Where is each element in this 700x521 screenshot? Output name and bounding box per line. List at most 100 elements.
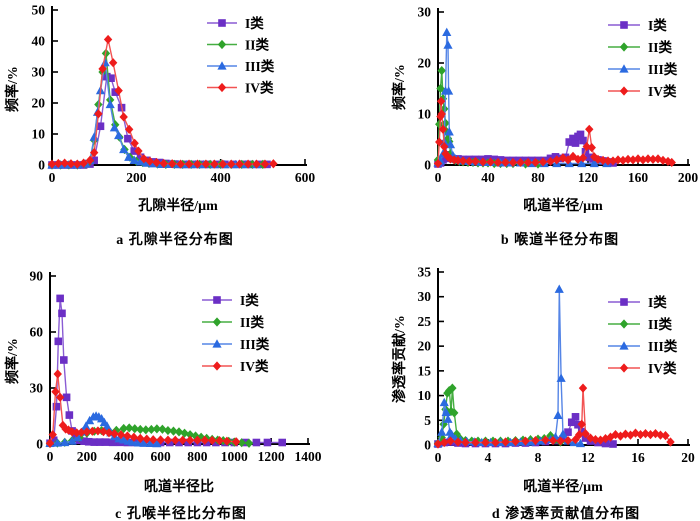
x-axis-label-c: 吼道半径比 [144, 480, 214, 495]
legend-label: II类 [648, 39, 673, 55]
y-tick-label: 10 [32, 127, 46, 142]
legend-item-I类: I类 [608, 17, 667, 33]
marker-diamond [210, 159, 219, 169]
marker-diamond [124, 124, 134, 134]
marker-diamond [104, 428, 114, 438]
marker-diamond [103, 34, 113, 45]
marker-diamond [114, 86, 123, 96]
marker-diamond [648, 154, 658, 164]
marker-square [263, 438, 272, 447]
marker-triangle [619, 341, 629, 350]
legend-label: IV类 [245, 80, 274, 96]
marker-diamond [136, 433, 145, 443]
y-tick-label: 0 [424, 438, 431, 453]
x-axis-label-a: 孔隙半径/μm [138, 199, 218, 214]
marker-diamond [185, 435, 195, 445]
ticks-d: 0 5 10 15 20 25 30 35 0 4 8 12 16 20 [418, 265, 696, 466]
marker-triangle [105, 99, 115, 109]
marker-triangle [139, 438, 149, 447]
marker-diamond [666, 437, 675, 447]
marker-diamond [516, 157, 525, 168]
marker-diamond [523, 157, 533, 168]
x-tick-label: 1400 [295, 449, 322, 464]
marker-square [95, 438, 104, 446]
marker-diamond [445, 386, 454, 396]
marker-diamond [643, 154, 653, 164]
marker-diamond [448, 383, 457, 393]
x-tick-label: 200 [678, 170, 699, 185]
marker-diamond [433, 439, 443, 449]
marker-square [278, 438, 286, 447]
marker-square [52, 402, 61, 411]
marker-square [60, 356, 68, 364]
marker-diamond [436, 96, 446, 106]
marker-square [62, 393, 71, 402]
marker-diamond [578, 383, 588, 393]
marker-diamond [587, 143, 596, 153]
marker-triangle [119, 144, 129, 154]
marker-diamond [623, 154, 633, 164]
marker-diamond [159, 158, 168, 169]
marker-diamond [231, 437, 241, 447]
legend-item-IV类: IV类 [202, 358, 269, 374]
legend-d: I类 II类 III类 IV类 [608, 294, 678, 376]
marker-diamond [48, 430, 57, 440]
legend-item-III类: III类 [207, 58, 275, 74]
marker-square [49, 436, 58, 445]
marker-triangle [556, 373, 566, 382]
series-line [52, 75, 267, 166]
marker-diamond [548, 435, 558, 446]
legend-label: IV类 [648, 83, 677, 99]
y-tick-label: 0 [424, 158, 431, 173]
marker-diamond [125, 423, 134, 433]
series-a-I类 [48, 72, 271, 169]
marker-triangle [152, 438, 162, 448]
marker-triangle [135, 157, 146, 166]
marker-diamond [493, 157, 503, 168]
y-tick-label: 15 [418, 363, 432, 378]
legend-label: I类 [245, 15, 264, 31]
marker-diamond [437, 66, 446, 76]
y-tick-label: 50 [32, 3, 46, 18]
marker-diamond [167, 159, 177, 169]
marker-square [124, 134, 132, 143]
marker-triangle [73, 432, 83, 442]
y-axis-label-b: 频率/% [393, 64, 408, 110]
marker-square [252, 438, 261, 447]
marker-triangle [100, 57, 110, 67]
ticks-a: 0 10 20 30 40 50 0 200 400 600 [32, 3, 316, 186]
marker-square [567, 418, 576, 427]
marker-diamond [134, 146, 143, 156]
marker-square [620, 298, 628, 306]
x-tick-label: 4 [485, 450, 492, 465]
marker-diamond [156, 435, 165, 445]
chart-b: 0 10 20 30 0 40 80 120 160 200 I类 II类 III类 IV类 [418, 5, 699, 186]
x-tick-label: 0 [47, 449, 54, 464]
y-tick-label: 20 [418, 56, 432, 71]
x-tick-label: 600 [295, 170, 316, 185]
y-tick-label: 35 [418, 265, 432, 280]
y-tick-label: 0 [38, 158, 45, 173]
marker-triangle [60, 437, 70, 447]
marker-diamond [491, 437, 500, 448]
x-tick-label: 400 [114, 449, 135, 464]
y-tick-label: 20 [418, 339, 432, 354]
marker-diamond [598, 155, 608, 166]
marker-diamond [142, 434, 151, 444]
marker-diamond [108, 58, 118, 68]
marker-diamond [98, 64, 107, 74]
legend-label: III类 [648, 338, 678, 354]
y-tick-label: 90 [30, 269, 44, 284]
legend-label: II类 [648, 316, 673, 332]
marker-diamond [193, 159, 202, 169]
marker-diamond [269, 159, 278, 169]
marker-square [54, 337, 63, 346]
legend-label: I类 [648, 294, 667, 310]
y-tick-label: 40 [32, 34, 46, 49]
y-tick-label: 10 [418, 388, 432, 403]
marker-diamond [591, 434, 600, 445]
marker-diamond [556, 436, 565, 446]
marker-diamond [661, 431, 670, 441]
marker-diamond [193, 435, 202, 445]
